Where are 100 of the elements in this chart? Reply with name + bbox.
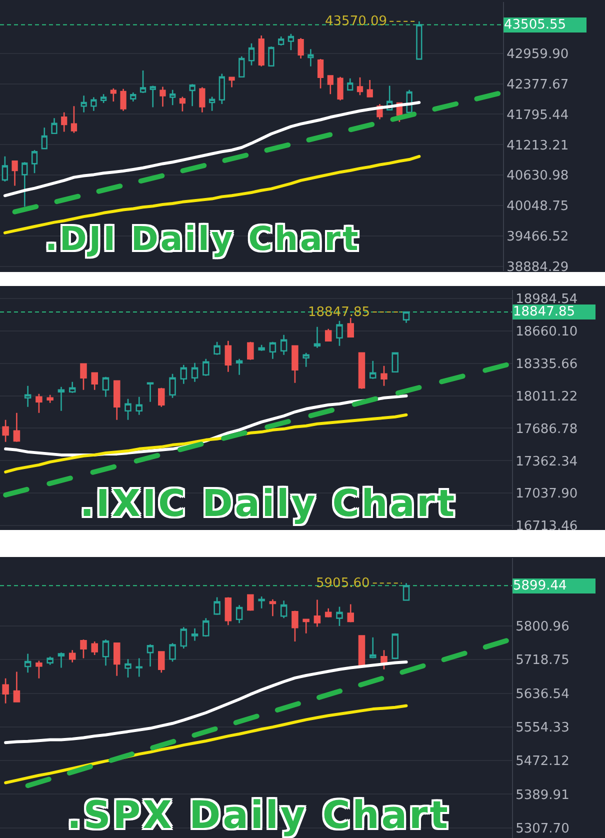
candlestick [150,85,156,108]
y-tick-label: 5389.91 [516,788,570,803]
candlestick [170,89,176,106]
candlestick [258,344,265,352]
candlestick [68,381,76,394]
candlestick [169,373,176,399]
candlestick [302,618,310,634]
candlestick [317,58,324,89]
candlestick [336,606,343,627]
y-tick-label: 40630.98 [506,168,569,184]
candlestick [179,96,186,112]
candlestick [13,671,20,703]
candlestick [358,635,366,668]
candlestick [12,160,18,186]
candlestick [91,640,98,656]
y-tick-label: 17362.34 [516,454,578,470]
candlestick [392,632,399,660]
annotation: 43570.09 [325,14,388,29]
candlestick [302,352,310,368]
candlestick [392,352,399,373]
candlestick [366,79,373,98]
candlestick [100,93,107,104]
candlestick [269,341,276,360]
candlestick [24,653,32,674]
text: .IXIC Daily Chart [80,482,457,525]
candlestick [136,658,143,678]
ref-line-label: 18847.85 [513,304,576,320]
candlestick [191,362,198,383]
candlestick [58,652,65,668]
candlestick [120,88,126,112]
candlestick [218,73,225,105]
candlestick [236,604,243,624]
candlestick [160,86,166,108]
candlestick [36,660,42,679]
y-tick-label: 18011.22 [516,389,578,404]
candlestick [347,78,354,92]
candlestick [130,92,136,102]
y-tick-label: 41795.44 [506,108,569,123]
y-tick-label: 38884.29 [506,260,569,276]
candlestick [113,642,120,677]
candlestick [169,642,176,662]
y-tick-label: 5307.70 [516,821,570,836]
text: .SPX Daily Chart [67,793,450,837]
candlestick [247,594,254,612]
line-series [3,100,421,198]
candlestick [402,311,410,324]
ref-line-label: 5899.44 [513,578,567,594]
candlestick [258,596,265,609]
candlestick [90,96,97,112]
candlestick [347,604,354,623]
y-tick-label: 18335.66 [516,356,578,372]
candlestick [158,651,165,674]
y-tick-label: 5800.96 [516,620,570,635]
candlestick [208,96,216,112]
y-tick-label: 17037.90 [516,486,578,502]
candlestick [336,320,343,346]
y-tick-label: 5718.75 [516,653,570,668]
candlestick [22,161,28,208]
candlestick [327,75,334,95]
candlestick [140,70,146,94]
annotation: 18847.85 [308,305,370,320]
candlestick [402,582,410,601]
y-tick-label: 17686.78 [516,422,578,437]
candlestick [80,638,87,659]
candlestick [2,678,9,704]
candlestick [369,360,376,380]
line-series [4,660,408,744]
candlestick [369,636,376,659]
candlestick [2,419,9,443]
candlestick [146,644,154,668]
candlestick [180,364,188,385]
candlestick [280,334,288,356]
candlestick [324,608,332,618]
candlestick [347,317,354,338]
candlestick [41,126,48,150]
y-tick-label: 18984.54 [516,292,578,307]
candlestick [61,112,68,132]
candlestick [199,86,206,114]
candlestick [58,386,65,412]
candlestick [248,42,255,66]
y-tick-label: 42377.67 [506,77,569,92]
candlestick [238,56,245,78]
candlestick [102,638,110,666]
candlestick [202,358,210,377]
y-tick-label: 41213.21 [506,138,569,154]
candlestick [110,88,116,102]
candlestick [13,412,20,443]
y-tick-label: 40048.75 [506,199,569,214]
candlestick [24,385,32,408]
annotation: 5905.60 [316,576,370,591]
text: .DJI Daily Chart [45,219,360,258]
candlestick [189,84,196,107]
candlestick [224,340,232,373]
candlestick [308,48,314,68]
line-series [4,704,408,784]
line-series [4,413,408,474]
candlestick [102,376,110,398]
candlestick [214,341,220,356]
candlestick [46,656,54,666]
candlestick [292,345,298,384]
